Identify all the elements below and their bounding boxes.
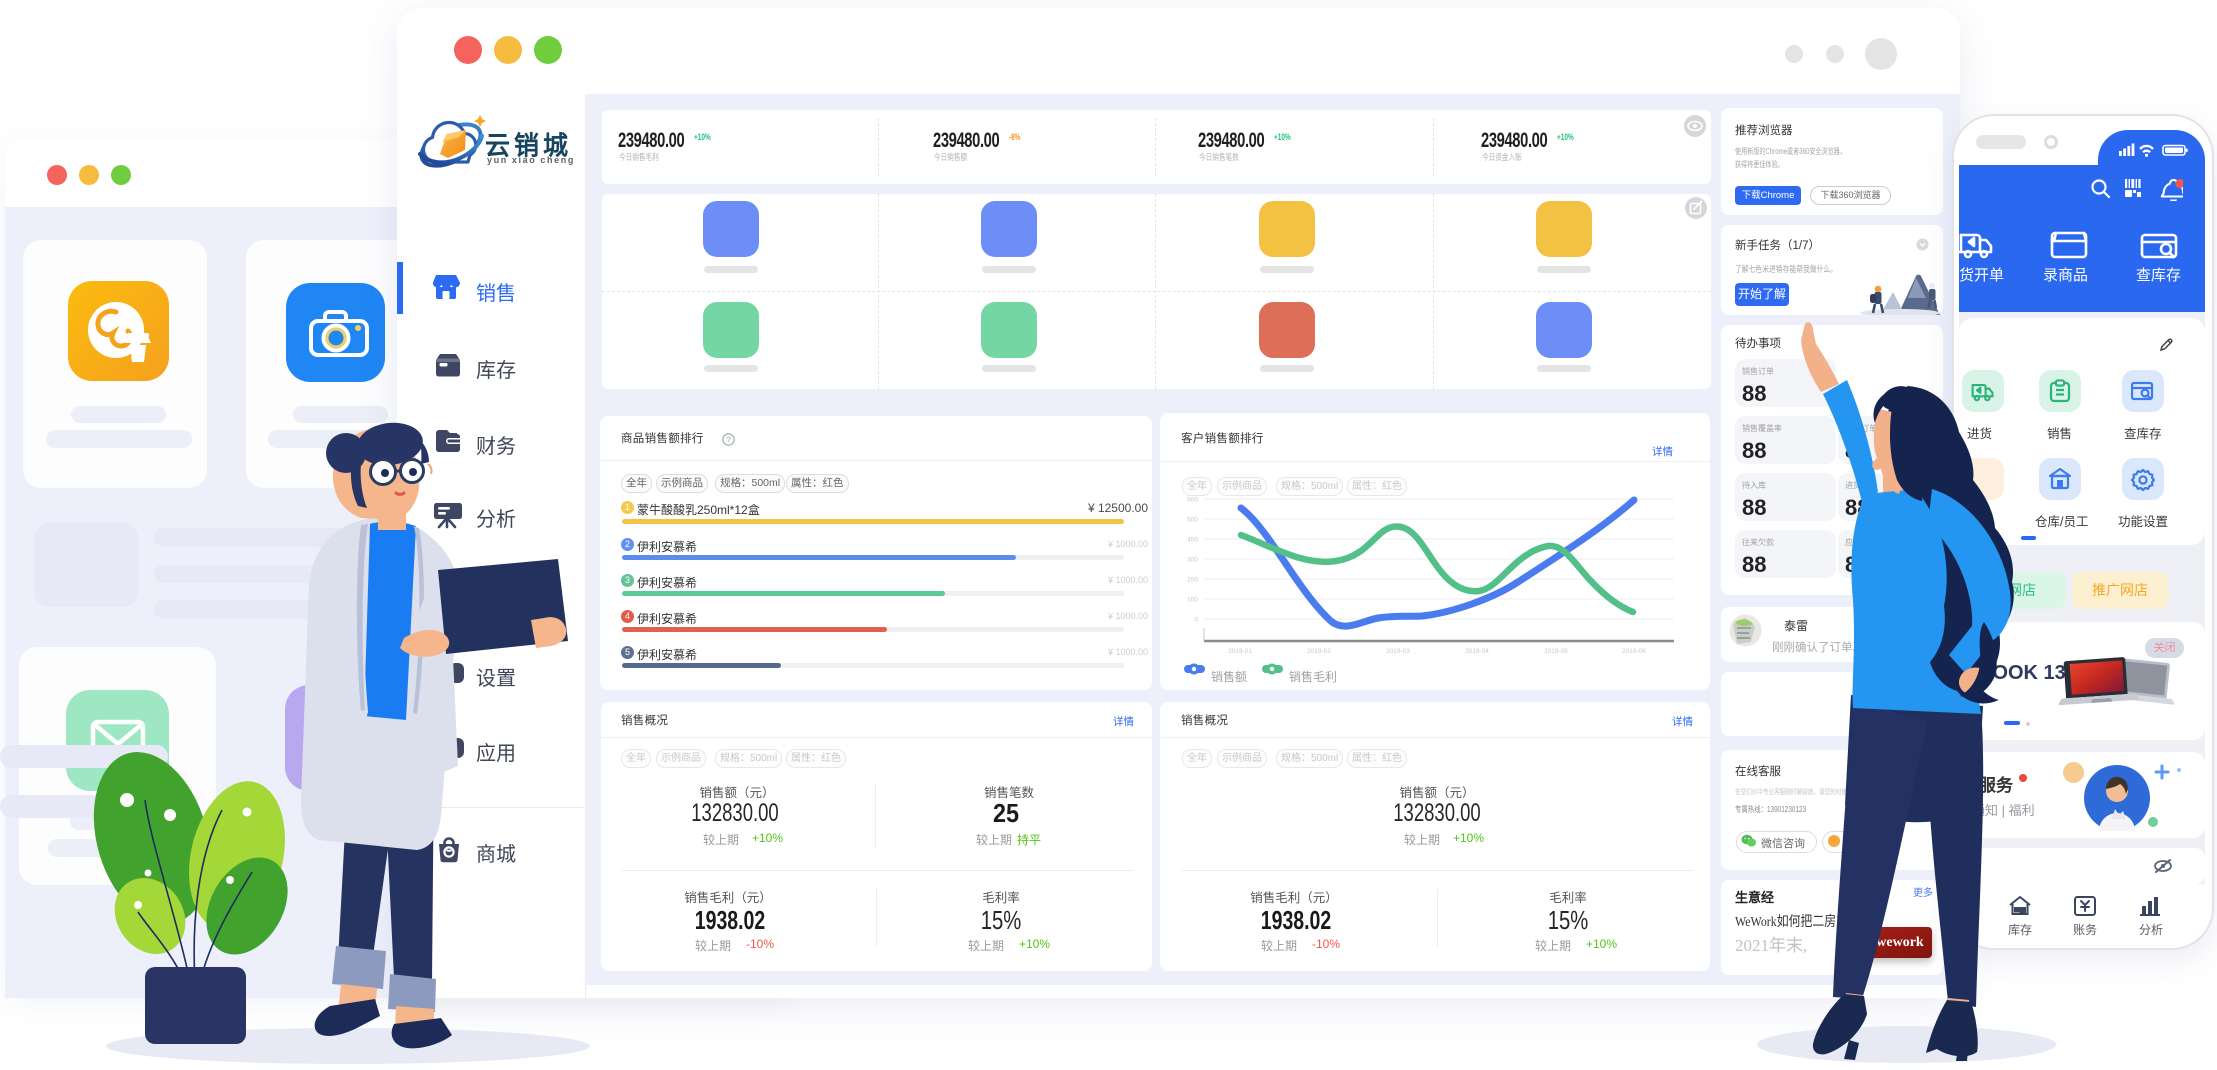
svg-text:录商品: 录商品 [2043, 267, 2088, 284]
svg-text:2019-01: 2019-01 [1228, 648, 1252, 655]
svg-text:2019-05: 2019-05 [1544, 648, 1568, 655]
svg-text:0: 0 [1194, 617, 1198, 624]
svg-text:500: 500 [1187, 517, 1198, 524]
svg-text:查库存: 查库存 [2136, 267, 2181, 284]
svg-text:2019-02: 2019-02 [1307, 648, 1331, 655]
svg-text:100: 100 [1187, 597, 1198, 604]
svg-text:货开单: 货开单 [1959, 267, 2004, 284]
svg-text:2019-06: 2019-06 [1622, 648, 1646, 655]
svg-text:600: 600 [1187, 497, 1198, 504]
svg-text:?: ? [726, 435, 731, 444]
svg-text:400: 400 [1187, 537, 1198, 544]
svg-text:300: 300 [1187, 557, 1198, 564]
svg-text:200: 200 [1187, 577, 1198, 584]
svg-text:2019-03: 2019-03 [1386, 648, 1410, 655]
svg-text:2019-04: 2019-04 [1465, 648, 1489, 655]
